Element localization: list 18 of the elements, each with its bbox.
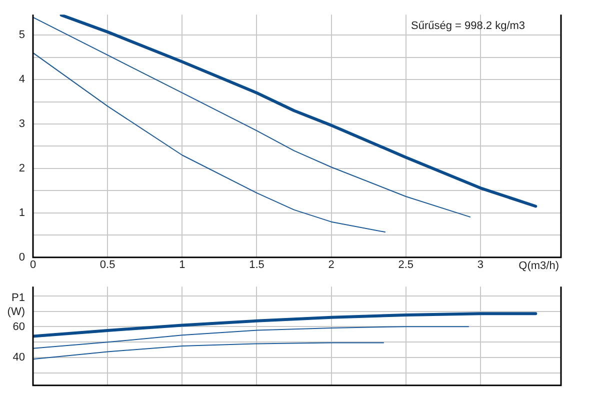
y-tick-label: 2 <box>18 162 25 174</box>
x-axis-title: Q(m3/h) <box>518 260 559 272</box>
x-tick-label: 3 <box>477 259 484 272</box>
y-tick-label: 0 <box>18 251 25 264</box>
y-tick-label: 5 <box>18 29 25 42</box>
x-tick-label: 0 <box>30 259 36 272</box>
x-tick-label: 2 <box>328 259 334 272</box>
y-tick-label: 4 <box>18 74 25 86</box>
y-tick-label: 40 <box>12 352 25 364</box>
x-tick-label: 2.5 <box>398 259 414 272</box>
x-tick-label: 1 <box>179 259 186 272</box>
y-axis-title: P1 (W) <box>7 292 25 318</box>
y-tick-label: 3 <box>18 118 25 130</box>
annotation: Sűrűség = 998.2 kg/m3 <box>411 20 526 32</box>
x-tick-label: 0.5 <box>100 259 116 272</box>
y-tick-label: 1 <box>18 206 25 219</box>
x-tick-label: 1.5 <box>249 259 264 272</box>
y-tick-label: 60 <box>12 320 25 333</box>
